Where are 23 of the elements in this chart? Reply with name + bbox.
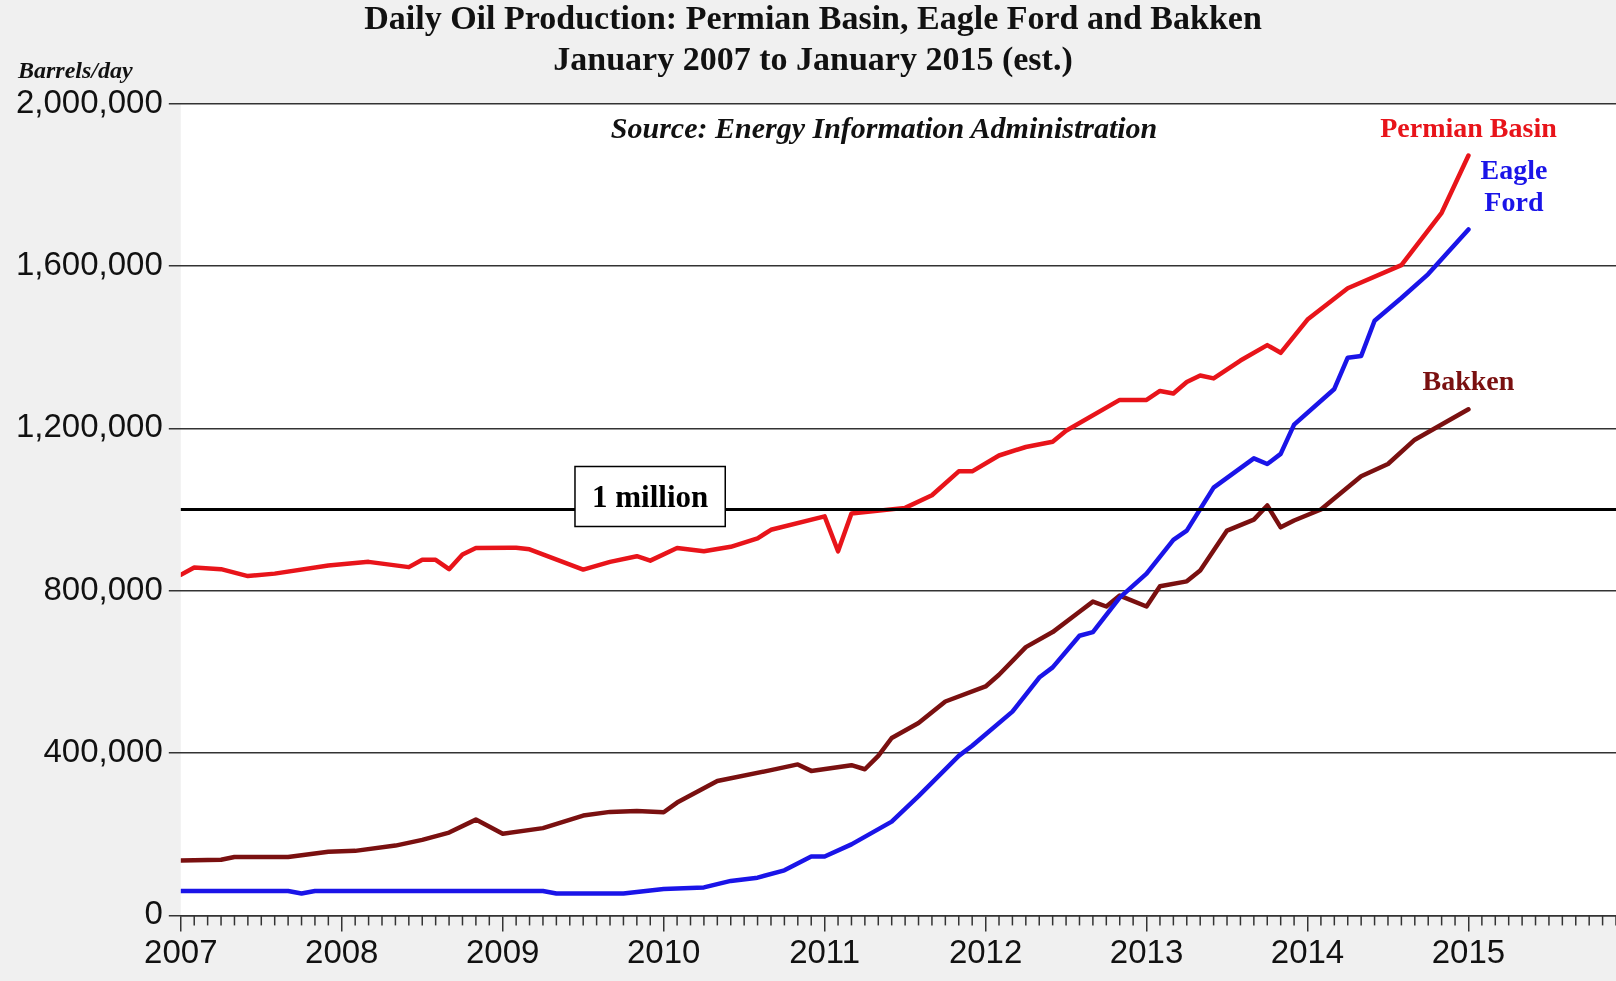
annotation: Source: Energy Information Administration [610,111,1158,145]
x-tick-label: 2012 [948,933,1023,971]
y-tick-label: 400,000 [43,732,163,770]
x-tick-label: 2010 [626,933,701,971]
x-tick-label: 2015 [1431,933,1506,971]
x-tick-label: 2011 [789,933,861,971]
y-tick-label: 0 [144,894,163,932]
y-tick-label: 1,600,000 [16,245,163,283]
y-tick-label: 1,200,000 [16,407,163,445]
x-tick-label: 2007 [144,933,218,971]
x-tick-label: 2013 [1109,933,1184,971]
x-tick-label: 2009 [466,933,540,971]
y-tick-label: 800,000 [43,569,163,607]
series-label: Eagle Ford [1480,153,1548,217]
y-axis-title: Barrels/day [17,56,134,83]
chart-subtitle: January 2007 to January 2015 (est.) [553,39,1073,78]
x-tick-label: 2014 [1270,933,1345,971]
y-tick-label: 2,000,000 [16,82,163,120]
ref-line-label: 1 million [591,478,709,514]
chart-title: Daily Oil Production: Permian Basin, Eagle Ford and Bakken [364,0,1262,37]
x-tick-label: 2008 [305,933,379,971]
series-label: Permian Basin [1380,111,1558,143]
series-label: Bakken [1422,365,1515,397]
